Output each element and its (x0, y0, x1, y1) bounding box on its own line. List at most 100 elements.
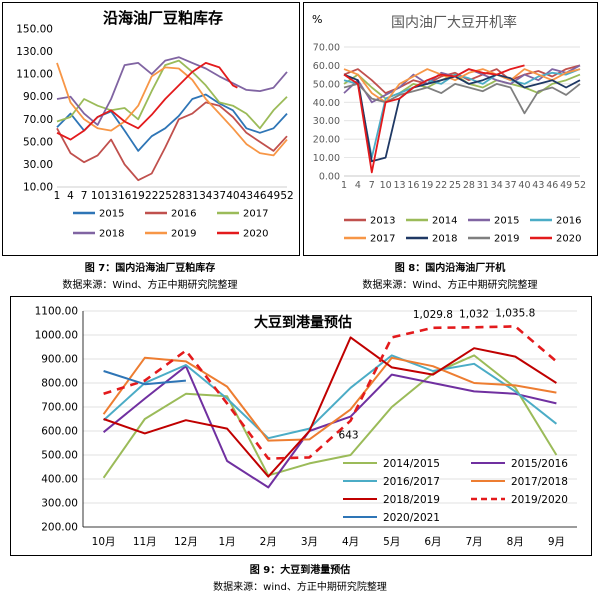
chart-soymeal-inventory: 沿海油厂豆粕库存 10.00 30.00 50.00 70.00 90.00 110.00 1… (2, 2, 300, 256)
crush-title: 国内油厂大豆开机率 (391, 14, 517, 31)
arr-legend-label-2019-2020: 2019/2020 (511, 494, 568, 506)
inv-legend-label-2017: 2017 (243, 209, 268, 220)
caption-fig8: 图 8：国内沿海油厂开机 (394, 263, 506, 274)
arr-xtick: 3月 (301, 536, 318, 548)
caption-fig7: 图 7：国内沿海油厂豆粕库存 (84, 263, 216, 274)
arr-series-2016-2017 (102, 354, 558, 440)
inv-legend-label-2020: 2020 (243, 229, 268, 240)
inv-xtick: 13 (104, 190, 117, 202)
arr-data-label: 643 (339, 430, 359, 442)
arr-series-2018-2019 (103, 336, 557, 478)
crush-xtick: 10 (380, 180, 392, 191)
source-fig8: 数据来源：Wind、方正中期研究院整理 (362, 280, 538, 291)
arr-series-2014-2015 (102, 354, 558, 479)
inv-ytick: 130.00 (16, 46, 53, 58)
arr-xtick: 5月 (383, 536, 400, 548)
crush-ytick: 20.00 (313, 135, 340, 146)
crush-xtick: 28 (463, 180, 475, 191)
arr-data-label: 1,035.8 (495, 307, 535, 319)
inv-legend-label-2016: 2016 (171, 209, 196, 220)
arr-ytick: 300.00 (41, 498, 78, 510)
inv-xtick: 7 (81, 190, 88, 202)
inv-legend-label-2018: 2018 (99, 229, 124, 240)
crush-xtick: 13 (393, 180, 405, 191)
inv-legend-label-2015: 2015 (99, 209, 124, 220)
crush-legend-label-2017: 2017 (370, 234, 395, 245)
arr-xtick: 12月 (174, 536, 198, 548)
inv-xtick: 43 (240, 190, 253, 202)
crush-legend-label-2013: 2013 (370, 216, 395, 227)
arr-data-label: 1,032 (459, 308, 489, 320)
inv-ytick: 90.00 (23, 91, 53, 103)
inv-xtick: 10 (91, 190, 104, 202)
inv-xtick: 52 (280, 190, 293, 202)
inv-ytick: 10.00 (23, 182, 53, 194)
crush-xtick: 1 (341, 180, 347, 191)
inv-xtick: 19 (131, 190, 144, 202)
chart-soybean-arrivals-svg: 大豆到港量预估 200.00 300.00 400.00 500.00 600.00 700… (35, 306, 577, 548)
inv-xtick: 49 (267, 190, 280, 202)
inv-legend-label-2019: 2019 (171, 229, 196, 240)
crush-series-2018 (343, 73, 581, 163)
arr-xtick: 11月 (133, 536, 157, 548)
crush-xtick: 46 (546, 180, 558, 191)
crush-xtick: 34 (491, 180, 503, 191)
inv-title: 沿海油厂豆粕库存 (103, 9, 223, 27)
arr-title: 大豆到港量预估 (254, 314, 352, 331)
crush-ytick: 0.00 (319, 172, 340, 183)
crush-xtick: 4 (355, 180, 361, 191)
crush-legend-label-2016: 2016 (556, 216, 581, 227)
crush-xtick: 31 (477, 180, 489, 191)
caption-fig9: 图 9：大豆到港量预估 (249, 565, 351, 576)
inv-ytick: 30.00 (23, 159, 53, 171)
source-fig9: 数据来源：wind、方正中期研究院整理 (213, 582, 387, 593)
source-fig7: 数据来源：Wind、方正中期研究院整理 (62, 280, 238, 291)
arr-xtick: 10月 (92, 536, 116, 548)
inv-series-2016 (56, 101, 288, 182)
crush-xtick: 25 (449, 180, 461, 191)
arr-legend-label-2018-2019: 2018/2019 (383, 494, 440, 506)
chart-crush-rate: 国内油厂大豆开机率% 0.00 10.00 20.00 30.00 40.00 50.00 6… (303, 2, 598, 256)
crush-xtick: 43 (532, 180, 544, 191)
crush-xtick: 37 (505, 180, 517, 191)
inv-series-2017 (56, 59, 288, 130)
crush-ytick: 10.00 (313, 153, 340, 164)
arr-ytick: 1100.00 (35, 306, 78, 318)
chart-crush-rate-svg: 国内油厂大豆开机率% 0.00 10.00 20.00 30.00 40.00 50.00 6… (312, 13, 586, 245)
inv-series-2019 (56, 62, 288, 157)
arr-ytick: 600.00 (41, 426, 78, 438)
inv-xtick: 22 (145, 190, 158, 202)
inv-series-2018 (56, 56, 288, 126)
inv-xtick: 34 (199, 190, 213, 202)
inv-xtick: 46 (253, 190, 267, 202)
arr-xtick: 6月 (424, 536, 441, 548)
arr-ytick: 800.00 (41, 378, 78, 390)
crush-series-2020 (343, 64, 525, 174)
arr-xtick: 4月 (342, 536, 359, 548)
arr-xtick: 2月 (260, 536, 277, 548)
crush-ytick: 70.00 (313, 43, 340, 54)
arr-ytick: 400.00 (41, 474, 78, 486)
crush-xtick: 22 (435, 180, 447, 191)
inv-xtick: 40 (226, 190, 239, 202)
arr-ytick: 900.00 (41, 354, 78, 366)
arr-xtick: 7月 (465, 536, 482, 548)
crush-xtick: 49 (560, 180, 572, 191)
crush-ytick: 60.00 (313, 61, 340, 72)
crush-xtick: 19 (421, 180, 433, 191)
crush-legend-label-2018: 2018 (432, 234, 457, 245)
arr-ytick: 700.00 (41, 402, 78, 414)
arr-series-2020-2021 (103, 370, 186, 386)
crush-legend-label-2020: 2020 (556, 234, 581, 245)
arr-xtick: 8月 (507, 536, 524, 548)
crush-ytick: 50.00 (313, 79, 340, 90)
crush-xtick: 16 (407, 180, 419, 191)
arr-data-label: 1,029.8 (413, 309, 453, 321)
arr-legend-label-2015-2016: 2015/2016 (511, 458, 568, 470)
inv-xtick: 4 (67, 190, 74, 202)
crush-xtick: 52 (574, 180, 586, 191)
crush-legend-label-2015: 2015 (494, 216, 519, 227)
inv-ytick: 150.00 (16, 24, 53, 36)
inv-xtick: 37 (213, 190, 226, 202)
inv-xtick: 16 (118, 190, 132, 202)
